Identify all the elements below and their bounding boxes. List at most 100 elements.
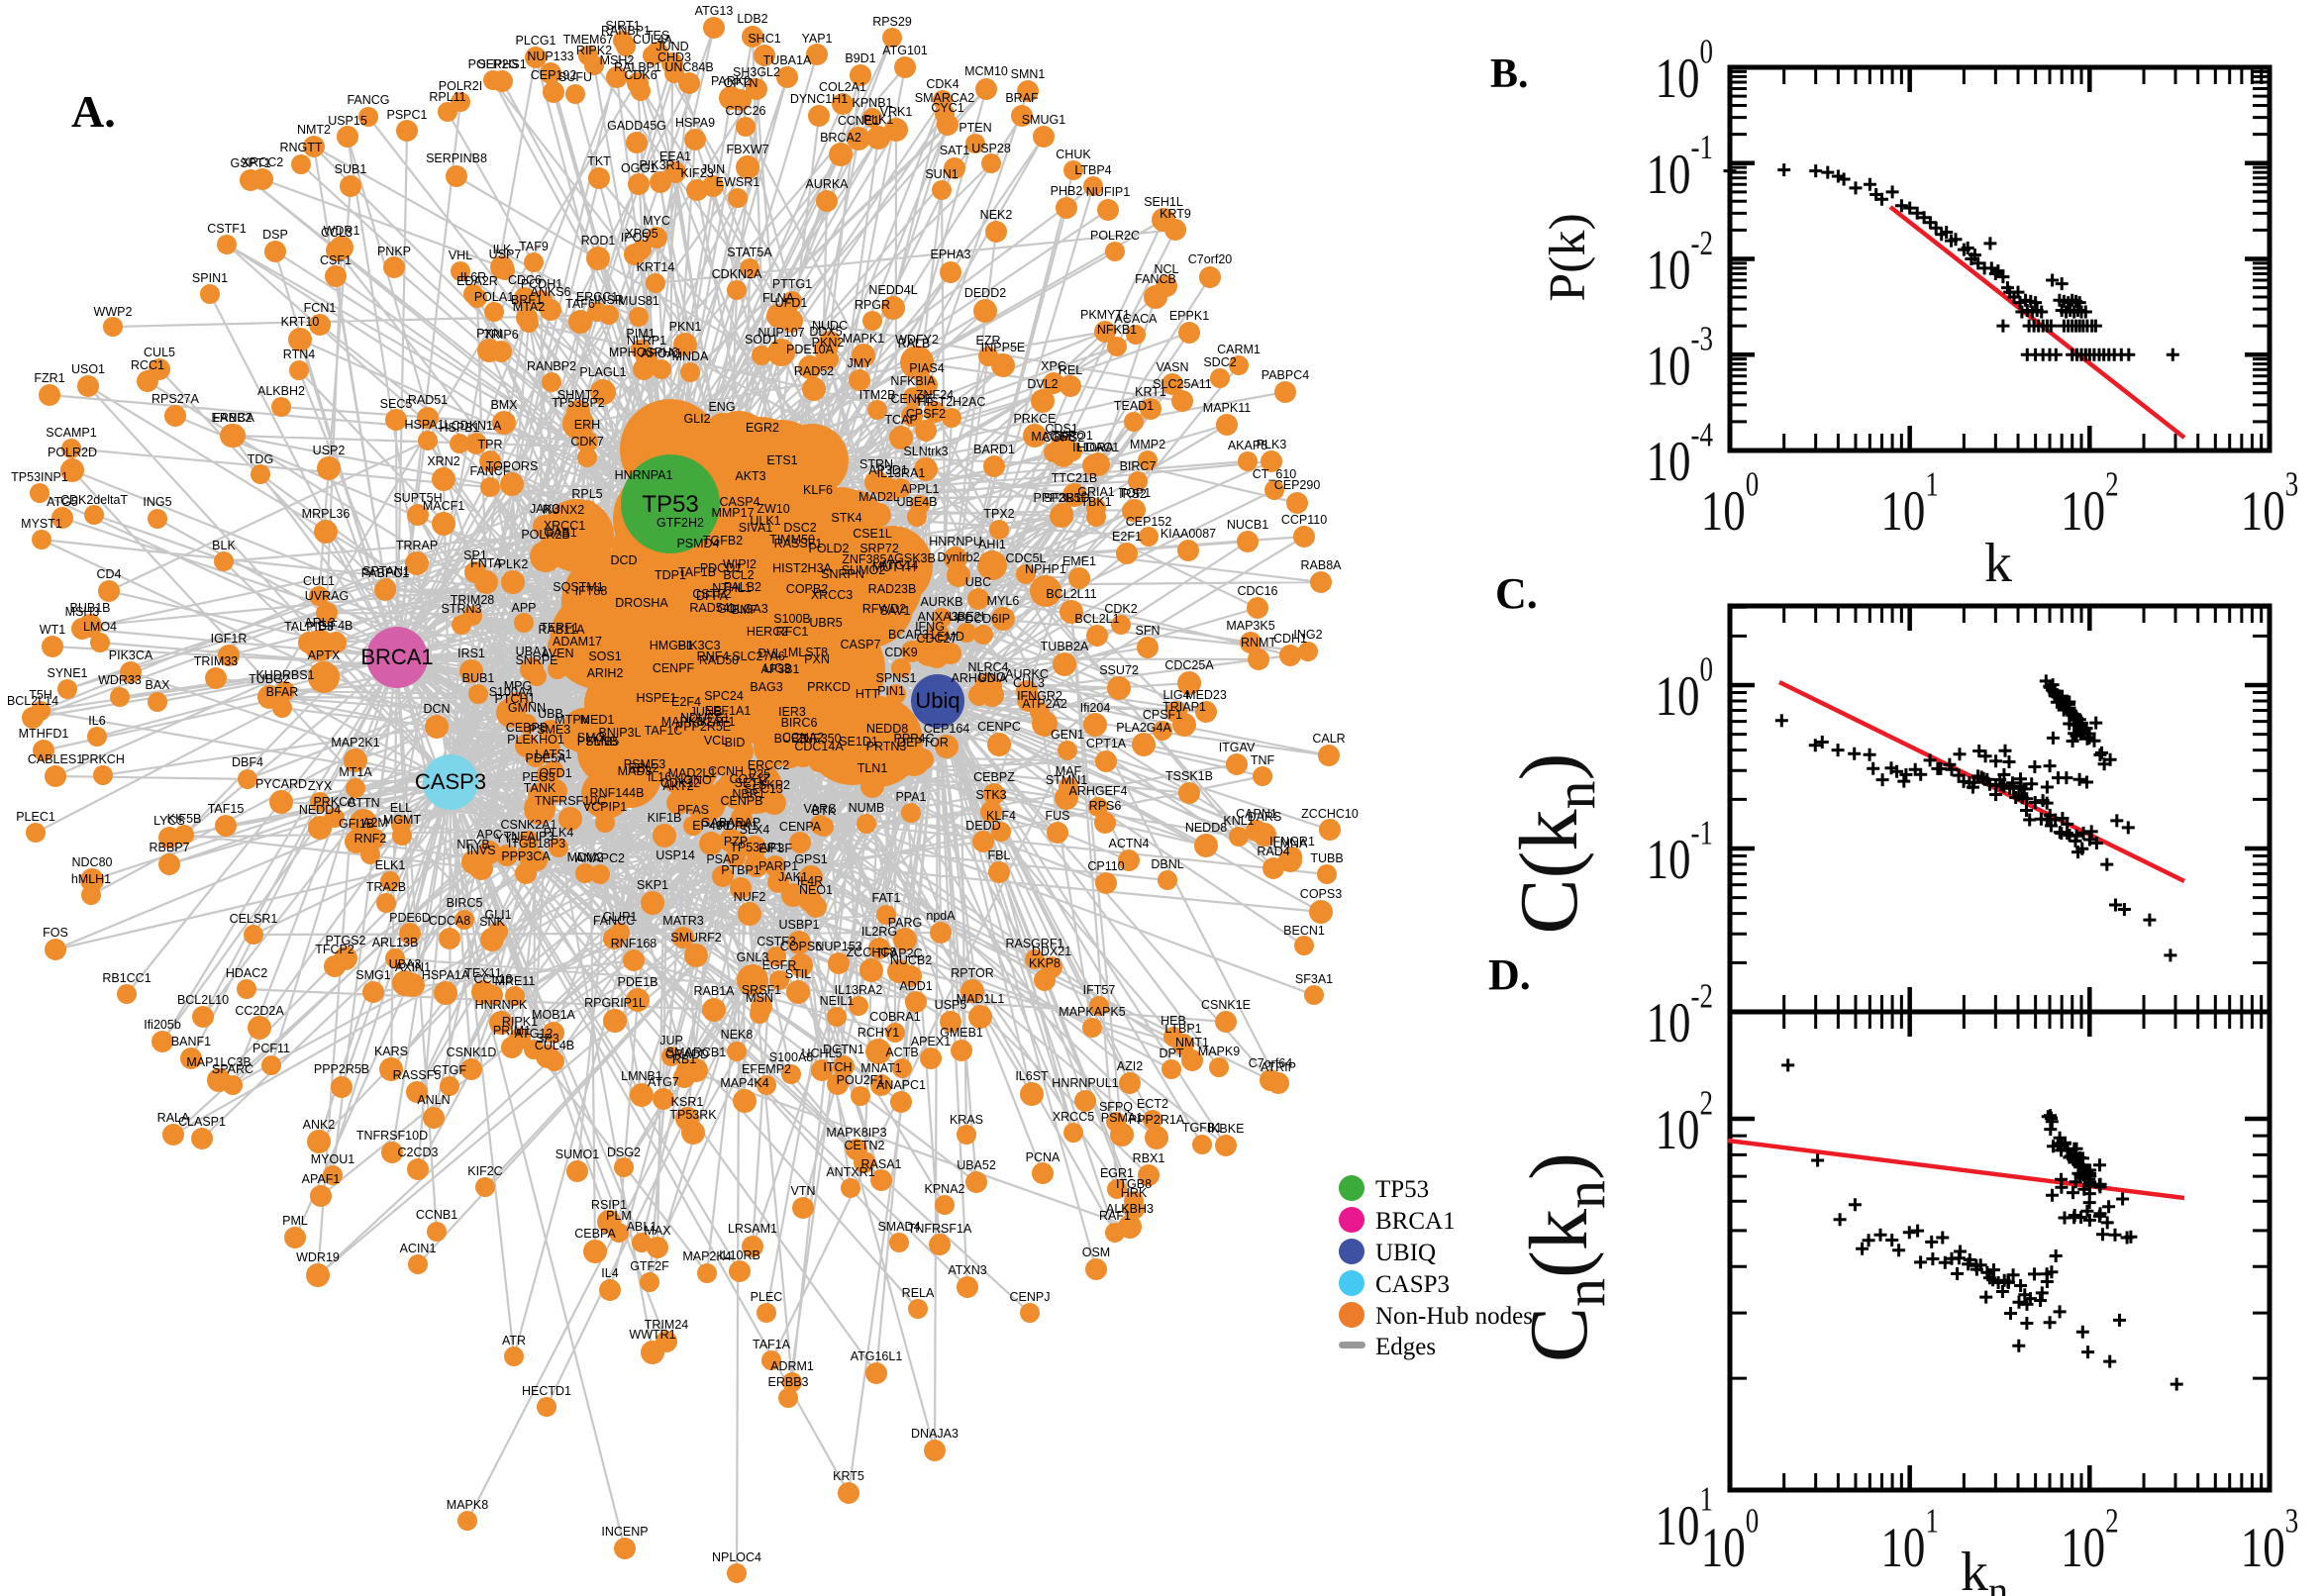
svg-text:CENPC: CENPC	[977, 720, 1021, 734]
svg-text:TP53BP2: TP53BP2	[552, 396, 605, 410]
svg-text:OFD1: OFD1	[539, 766, 571, 780]
svg-text:E2F1: E2F1	[1112, 530, 1142, 544]
svg-text:USBP1: USBP1	[779, 918, 820, 932]
svg-text:FANCB: FANCB	[1135, 272, 1176, 286]
svg-text:CLASP1: CLASP1	[178, 1115, 226, 1129]
svg-text:CCP110: CCP110	[1281, 513, 1327, 527]
svg-text:RNGTT: RNGTT	[279, 141, 322, 154]
svg-text:ITGB8: ITGB8	[1116, 1177, 1152, 1191]
svg-text:A.: A.	[71, 86, 116, 137]
svg-text:XPC: XPC	[1041, 359, 1066, 373]
svg-text:EGR2: EGR2	[746, 421, 779, 435]
svg-text:EMD: EMD	[937, 630, 964, 644]
svg-text:UCHL5: UCHL5	[802, 1047, 843, 1060]
svg-text:SRP72: SRP72	[859, 542, 899, 555]
svg-text:ALKBH3: ALKBH3	[1106, 1202, 1154, 1216]
svg-text:AURKC: AURKC	[1005, 667, 1049, 681]
svg-text:KIF23: KIF23	[680, 166, 713, 180]
svg-text:IFNGR1: IFNGR1	[1269, 835, 1315, 848]
svg-text:ANKS6: ANKS6	[531, 285, 571, 299]
svg-text:TNPO1: TNPO1	[1052, 429, 1093, 443]
svg-text:USO1: USO1	[71, 362, 105, 376]
svg-text:GMNN: GMNN	[508, 701, 546, 715]
svg-text:CASP7: CASP7	[841, 638, 881, 651]
svg-text:PXN: PXN	[476, 327, 502, 341]
svg-text:LATS1: LATS1	[535, 748, 571, 761]
svg-text:DVL1: DVL1	[758, 647, 788, 660]
svg-text:CSTF1: CSTF1	[207, 222, 247, 236]
svg-text:RASSF1: RASSF1	[774, 537, 823, 550]
svg-text:TPR: TPR	[478, 438, 503, 451]
svg-text:FAT1: FAT1	[872, 891, 901, 905]
svg-text:hMLH1: hMLH1	[71, 872, 111, 886]
svg-text:BFAR: BFAR	[266, 685, 299, 699]
svg-text:RIPK2: RIPK2	[576, 44, 612, 57]
svg-text:BCL2L1: BCL2L1	[1074, 612, 1119, 626]
svg-text:PRKCH: PRKCH	[81, 752, 125, 766]
svg-text:CDC16: CDC16	[1238, 584, 1278, 598]
svg-text:LMO4: LMO4	[83, 620, 117, 634]
svg-text:MDM2: MDM2	[567, 850, 604, 864]
svg-text:PLEC: PLEC	[751, 1290, 783, 1304]
svg-text:POLR2D: POLR2D	[48, 446, 97, 459]
svg-text:VHL: VHL	[449, 249, 472, 262]
svg-text:NDC80: NDC80	[72, 855, 113, 869]
svg-text:EPHA3: EPHA3	[931, 248, 971, 261]
svg-text:PARK2: PARK2	[711, 74, 751, 88]
svg-text:USP28: USP28	[971, 142, 1011, 155]
svg-text:RNF168: RNF168	[611, 937, 657, 950]
svg-text:NMT1: NMT1	[1175, 1036, 1209, 1049]
svg-text:CDC25A: CDC25A	[1164, 658, 1214, 672]
svg-text:UNG: UNG	[978, 670, 1006, 684]
svg-text:NEDD4L: NEDD4L	[868, 283, 917, 297]
svg-text:MUTYH: MUTYH	[872, 560, 916, 574]
svg-text:SP1: SP1	[463, 549, 487, 562]
svg-text:SLX4: SLX4	[740, 823, 770, 837]
svg-text:PCNA: PCNA	[1026, 1150, 1060, 1164]
svg-text:B.: B.	[1490, 51, 1529, 97]
svg-text:MLST8: MLST8	[788, 646, 828, 659]
svg-text:CCNE1: CCNE1	[838, 114, 879, 128]
svg-text:GABARAP: GABARAP	[701, 816, 760, 830]
svg-text:MNAT1: MNAT1	[860, 1061, 901, 1075]
svg-text:PLK1: PLK1	[863, 113, 894, 127]
svg-text:MAPKAPK5: MAPKAPK5	[1059, 1005, 1125, 1019]
svg-text:STK4: STK4	[831, 511, 861, 525]
svg-text:SF3B1: SF3B1	[1044, 491, 1081, 505]
svg-text:BTK: BTK	[812, 804, 837, 818]
svg-text:WDR1: WDR1	[324, 224, 360, 238]
svg-text:STAT5A: STAT5A	[727, 246, 772, 259]
svg-text:ARHGEF4: ARHGEF4	[1068, 784, 1127, 798]
svg-text:HNRNPA1: HNRNPA1	[615, 468, 673, 482]
svg-text:PPP2R5B: PPP2R5B	[314, 1062, 369, 1076]
svg-text:PTTG1: PTTG1	[772, 277, 812, 291]
svg-text:CDK4: CDK4	[926, 77, 959, 91]
svg-text:PLK3: PLK3	[1257, 438, 1287, 451]
svg-text:NEK2: NEK2	[980, 208, 1013, 222]
svg-text:SPARC: SPARC	[212, 1062, 253, 1076]
svg-text:PDCD1: PDCD1	[700, 561, 742, 575]
svg-text:COX17: COX17	[730, 772, 770, 786]
svg-text:KRT10: KRT10	[281, 315, 320, 329]
svg-text:USP7: USP7	[489, 248, 522, 261]
svg-text:IL6: IL6	[88, 714, 105, 728]
svg-text:IL16: IL16	[648, 770, 671, 784]
svg-text:WDFY2: WDFY2	[895, 333, 939, 347]
svg-text:UBA3: UBA3	[389, 957, 422, 971]
svg-text:PPA1: PPA1	[895, 790, 926, 804]
svg-text:GTF2F: GTF2F	[630, 1259, 669, 1273]
svg-text:PCF11: PCF11	[252, 1042, 290, 1055]
svg-text:SCAMP1: SCAMP1	[46, 426, 96, 440]
svg-text:YAP1: YAP1	[801, 32, 832, 46]
svg-text:LDB2: LDB2	[737, 12, 767, 26]
svg-text:npdA: npdA	[926, 909, 956, 923]
svg-text:BIRC5: BIRC5	[447, 896, 483, 910]
svg-text:RPS29: RPS29	[872, 15, 912, 29]
svg-text:BCAP31: BCAP31	[888, 628, 936, 642]
svg-text:IPO5: IPO5	[621, 231, 650, 245]
svg-text:LRSAM1: LRSAM1	[728, 1222, 777, 1236]
svg-text:SYNE1: SYNE1	[48, 666, 88, 680]
svg-text:HECTD1: HECTD1	[522, 1384, 571, 1398]
svg-text:TAF6: TAF6	[565, 297, 595, 311]
svg-text:POU2F1: POU2F1	[837, 1073, 885, 1087]
